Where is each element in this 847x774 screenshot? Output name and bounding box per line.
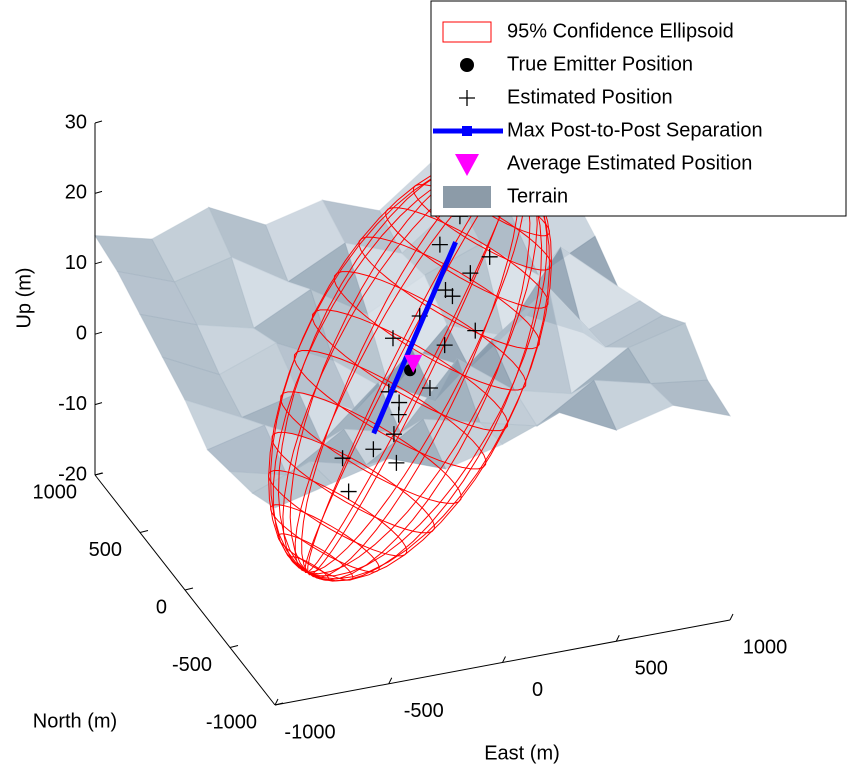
legend-label: True Emitter Position	[507, 53, 693, 75]
estimated-position	[340, 483, 357, 500]
estimated-position	[467, 322, 484, 339]
x-tick	[388, 677, 393, 684]
estimated-position	[388, 454, 405, 471]
legend-label: Max Post-to-Post Separation	[507, 119, 763, 141]
estimated-position	[365, 441, 382, 458]
x-tick-label: 500	[635, 658, 668, 680]
y-tick-label: -1000	[206, 711, 257, 733]
separation-line	[371, 241, 458, 435]
z-tick	[94, 472, 103, 476]
legend-symbol	[460, 58, 474, 72]
legend-label: 95% Confidence Ellipsoid	[507, 20, 734, 42]
y-tick	[229, 645, 239, 648]
legend-box	[430, 0, 847, 217]
plot-area	[94, 142, 732, 582]
ellipsoid-meridian	[307, 167, 553, 580]
x-axis-label: East (m)	[484, 742, 560, 764]
z-tick	[94, 331, 103, 335]
estimated-position	[436, 337, 453, 354]
axes: -1000-50005001000-1000-50005001000-20-10…	[13, 111, 787, 764]
estimated-position	[391, 394, 408, 411]
legend-symbol	[443, 186, 491, 208]
z-tick	[94, 120, 103, 124]
z-tick	[94, 261, 103, 265]
average-position	[404, 354, 423, 373]
legend-symbol	[455, 154, 479, 176]
estimated-position	[421, 379, 438, 396]
x-tick	[502, 656, 506, 663]
z-tick	[94, 402, 103, 406]
legend-label: Estimated Position	[507, 86, 673, 108]
y-tick-label: 1000	[33, 481, 78, 503]
estimated-position	[444, 288, 461, 305]
legend-symbol	[462, 126, 472, 136]
estimated-position	[437, 282, 454, 299]
z-tick-label: 20	[65, 182, 87, 204]
estimated-position	[334, 450, 351, 467]
legend-symbol	[459, 90, 475, 106]
legend: 95% Confidence Ellipsoid True Emitter Pos…	[430, 0, 847, 217]
ellipsoid-meridian	[307, 167, 543, 582]
y-tick-label: -500	[172, 654, 212, 676]
estimated-position	[481, 248, 498, 265]
estimated-position	[385, 426, 402, 443]
y-tick	[184, 587, 194, 591]
z-tick-label: 30	[65, 111, 87, 133]
estimated-position	[462, 265, 479, 282]
ellipsoid-meridian	[307, 167, 531, 581]
x-tick	[729, 613, 734, 621]
z-tick-label: -20	[58, 463, 87, 485]
x-tick-label: -500	[404, 700, 444, 722]
y-tick-label: 500	[89, 539, 122, 561]
ellipsoid-meridian	[307, 167, 551, 582]
y-axis-label: North (m)	[33, 710, 117, 732]
ellipsoid-ring	[270, 504, 380, 573]
ellipsoid-meridian	[307, 167, 519, 578]
x-tick-label: -1000	[284, 721, 335, 743]
legend-label: Terrain	[507, 185, 568, 207]
legend-label: Average Estimated Position	[507, 152, 752, 174]
x-tick-label: 1000	[743, 636, 788, 658]
x-tick	[615, 635, 620, 642]
legend-symbol	[442, 21, 492, 43]
x-tick-label: 0	[532, 679, 543, 701]
estimated-position	[384, 330, 401, 347]
z-tick-label: 10	[65, 252, 87, 274]
z-tick	[94, 190, 103, 194]
z-tick-label: -10	[58, 393, 87, 415]
y-tick-label: 0	[156, 596, 167, 618]
y-tick	[274, 702, 284, 706]
z-axis-label: Up (m)	[13, 267, 35, 328]
y-tick	[139, 530, 149, 533]
z-tick-label: 0	[76, 322, 87, 344]
estimated-position	[431, 236, 448, 253]
x-tick	[274, 698, 279, 706]
